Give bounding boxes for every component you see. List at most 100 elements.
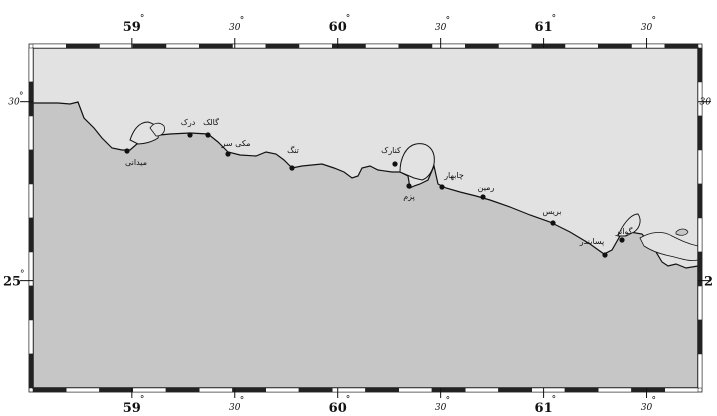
place-label: پزم xyxy=(403,192,415,201)
frame-scale-segment xyxy=(32,43,67,49)
frame-scale-segment xyxy=(465,387,499,393)
frame-scale-segment xyxy=(365,43,399,49)
top-degree-symbol: ° xyxy=(552,14,557,24)
place-marker xyxy=(602,252,608,258)
frame-scale-segment xyxy=(28,285,34,321)
frame-scale-segment xyxy=(697,149,703,185)
place-label: درک xyxy=(181,118,196,127)
frame-scale-segment xyxy=(265,43,300,49)
frame-scale-segment xyxy=(28,353,34,389)
bottom-minute-label: 30 xyxy=(435,403,447,413)
place-marker xyxy=(392,161,398,167)
top-minute-label: 30 xyxy=(641,23,653,33)
axis-labels: 59°30° 60°30° 61°30°59°30° 60°30° 61°30°30°2… xyxy=(3,14,713,416)
frame-scale-segment xyxy=(697,285,703,321)
bottom-degree-label: 59 xyxy=(123,401,141,416)
frame-scale-segment xyxy=(28,319,34,355)
graticule-ticks xyxy=(20,38,711,398)
place-label: رمین xyxy=(478,183,495,192)
place-marker xyxy=(480,194,486,200)
top-minute-degree: ° xyxy=(446,16,451,26)
place-marker xyxy=(550,220,556,226)
bottom-degree-symbol: ° xyxy=(552,395,557,405)
place-label: گواتر xyxy=(615,226,633,236)
place-label: میدانی xyxy=(125,158,147,167)
bottom-minute-degree: ° xyxy=(652,396,657,406)
frame-scale-segment xyxy=(28,81,34,117)
coastal-lagoon-2 xyxy=(149,122,165,137)
frame-scale-segment xyxy=(398,387,433,393)
frame-scale-segment xyxy=(165,387,200,393)
frame-scale-segment xyxy=(28,183,34,219)
place-marker xyxy=(439,184,445,190)
place-marker xyxy=(619,237,625,243)
small-island xyxy=(675,228,689,236)
frame-scale-segment xyxy=(99,387,133,393)
frame-scale-segment xyxy=(598,387,632,393)
top-degree-symbol: ° xyxy=(346,14,351,24)
frame-scale-segment xyxy=(199,387,233,393)
place-marker xyxy=(406,183,412,189)
frame-scale-segment xyxy=(365,387,399,393)
frame-scale-segment xyxy=(132,387,167,393)
place-marker xyxy=(289,165,295,171)
frame-scale-segment xyxy=(531,387,566,393)
frame-scale-segment xyxy=(132,43,167,49)
top-minute-degree: ° xyxy=(652,16,657,26)
top-minute-label: 30 xyxy=(229,23,241,33)
frame-scale-segment xyxy=(298,387,333,393)
place-label: مکی سر xyxy=(220,139,250,148)
frame-scale-segment xyxy=(298,43,333,49)
frame-scale-segment xyxy=(99,43,133,49)
frame-scale-segment xyxy=(697,353,703,389)
frame-scale-segment xyxy=(66,387,100,393)
frame-scale-segment xyxy=(631,387,665,393)
chabahar-bay-headland xyxy=(399,143,435,181)
frame-scale-segment xyxy=(199,43,233,49)
frame-scale-segment xyxy=(28,47,34,83)
place-markers: میدانی درک گالک مکی سر تنگ کنارک پزم چابهار رمین… xyxy=(124,117,633,258)
frame-scale-segment xyxy=(564,387,599,393)
place-label: گالک xyxy=(203,117,219,127)
left-minute-label: 30 xyxy=(8,98,20,108)
frame-scale-segment xyxy=(28,115,34,151)
bottom-minute-degree: ° xyxy=(446,396,451,406)
frame-scale-segment xyxy=(66,43,100,49)
bottom-minute-label: 30 xyxy=(229,403,241,413)
frame-scale-segment xyxy=(431,43,466,49)
frame-scale-segment xyxy=(564,43,599,49)
right-degree-label: 2 xyxy=(704,275,713,290)
frame-scale-segment xyxy=(232,387,266,393)
frame-scale-segment xyxy=(664,43,699,49)
place-marker xyxy=(187,132,193,138)
left-degree-symbol: ° xyxy=(20,270,25,280)
bottom-degree-symbol: ° xyxy=(140,395,145,405)
frame-scale-segment xyxy=(32,387,67,393)
top-degree-label: 60 xyxy=(329,20,347,35)
bottom-degree-label: 60 xyxy=(329,401,347,416)
frame-scale-segment xyxy=(28,217,34,253)
top-minute-label: 30 xyxy=(435,23,447,33)
frame-scale-segment xyxy=(265,387,300,393)
bottom-minute-label: 30 xyxy=(641,403,653,413)
frame-scale-segment xyxy=(165,43,200,49)
frame-scale-segment xyxy=(664,387,699,393)
top-minute-degree: ° xyxy=(240,16,245,26)
place-marker xyxy=(225,151,231,157)
frame-scale-segment xyxy=(697,183,703,219)
place-label: بریس xyxy=(542,207,561,216)
frame-scale-segment xyxy=(431,387,466,393)
frame-scale-segment xyxy=(697,115,703,151)
top-degree-label: 59 xyxy=(123,20,141,35)
top-degree-label: 61 xyxy=(535,20,553,35)
bottom-minute-degree: ° xyxy=(240,396,245,406)
place-label: کنارک xyxy=(381,146,401,155)
frame-scale-segment xyxy=(631,43,665,49)
frame-scale-segment xyxy=(697,217,703,253)
frame-scale-segment xyxy=(465,43,499,49)
right-minute-label: 30 xyxy=(700,98,712,108)
gwadar-headland xyxy=(617,213,641,237)
frame-scale-segment xyxy=(697,319,703,355)
place-marker xyxy=(205,132,211,138)
